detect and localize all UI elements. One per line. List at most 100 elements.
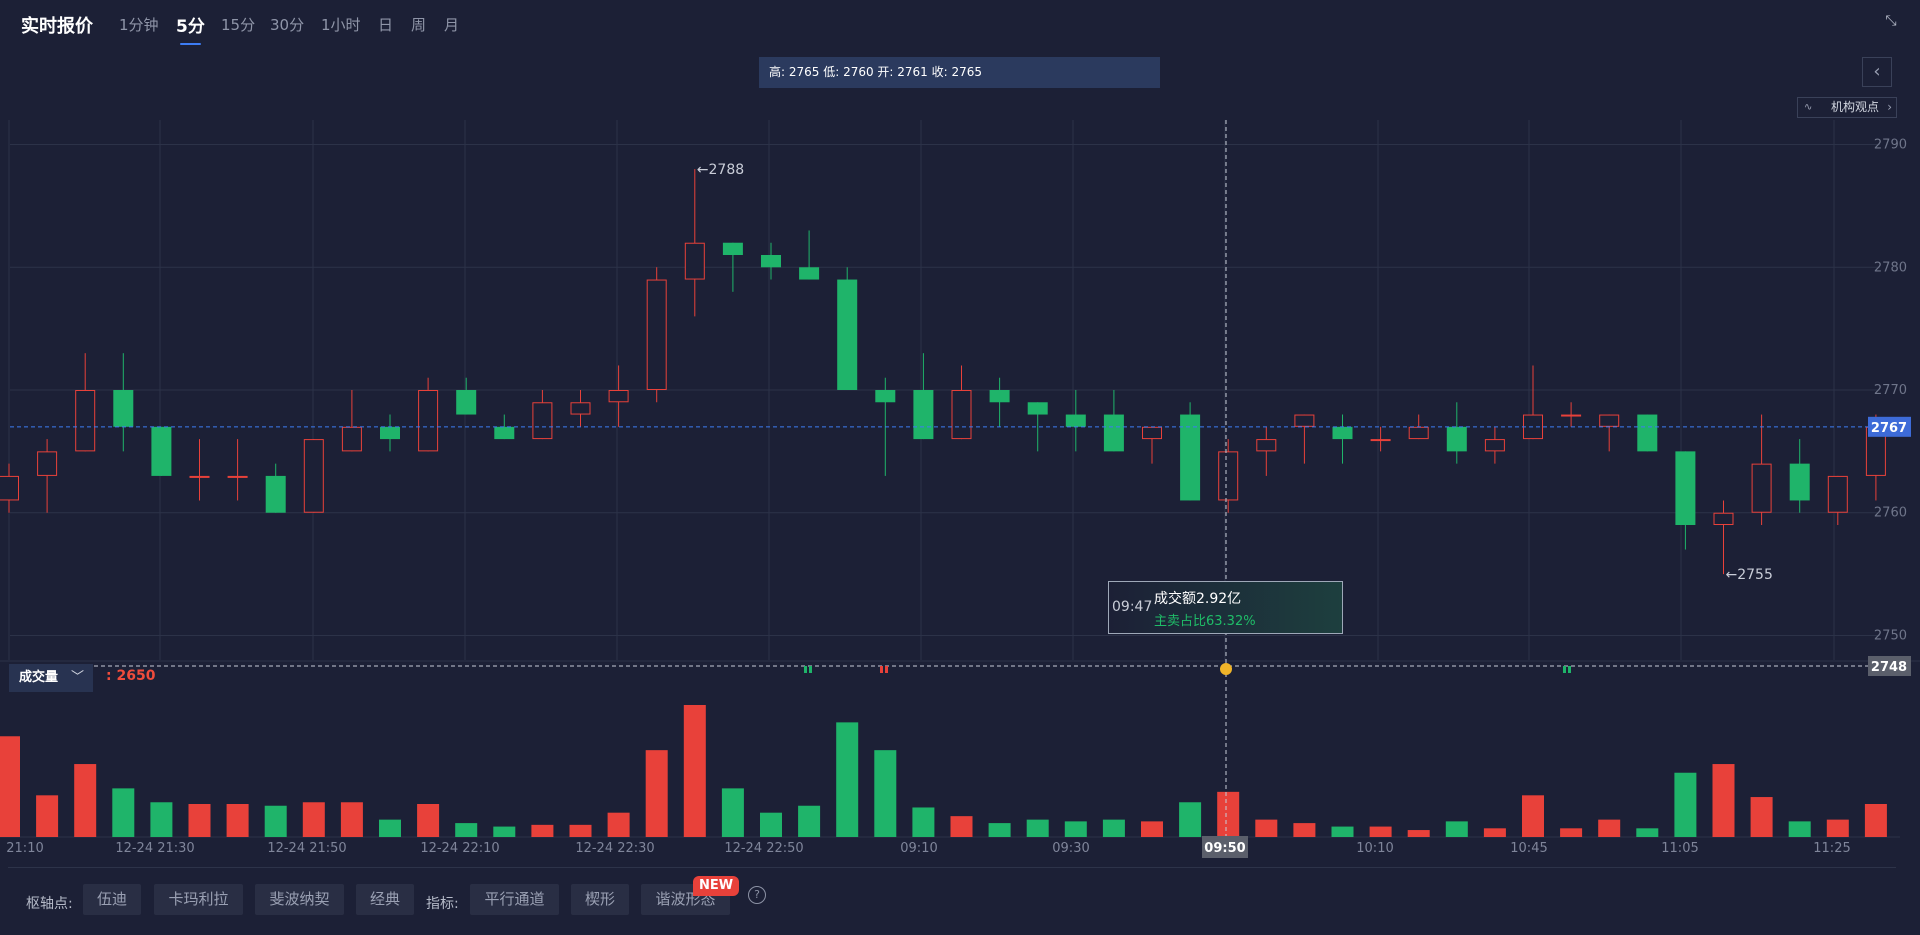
candle-body (1332, 426, 1353, 440)
tab-week[interactable]: 周 (411, 16, 427, 34)
candle-body (1294, 414, 1315, 427)
candle-body (1599, 414, 1620, 427)
x-tick-label: 09:30 (1052, 841, 1089, 856)
footer-toolbar: 枢轴点: 伍迪 卡玛利拉 斐波纳契 经典 指标: 平行通道 楔形 谐波形态 (0, 884, 1920, 918)
wedge-button[interactable]: 楔形 (571, 884, 629, 915)
volume-bar (112, 788, 135, 837)
volume-bar (302, 802, 325, 837)
pivot-woodie-button[interactable]: 伍迪 (83, 884, 141, 915)
chevron-down-icon: ﹀ (70, 670, 84, 685)
event-marker-icon (1563, 666, 1566, 673)
volume-bar (1522, 795, 1544, 837)
sidebar-toggle-button[interactable]: ‹ (1862, 57, 1892, 87)
candle-body (456, 390, 477, 415)
candle-body (1446, 426, 1467, 452)
parallel-channel-button[interactable]: 平行通道 (470, 884, 559, 915)
volume-bar (455, 823, 478, 837)
event-marker-icon (1568, 666, 1571, 673)
pivot-fibonacci-button[interactable]: 斐波纳契 (255, 884, 344, 915)
volume-bars (0, 705, 1887, 837)
top-bar: 实时报价 1分钟 5分 15分 30分 1小时 日 周 月 ⤡ (0, 0, 1920, 46)
candle-body (341, 426, 362, 452)
volume-bar (531, 824, 554, 837)
x-tick-label: 10:45 (1510, 841, 1547, 856)
candle-body (37, 451, 58, 476)
event-marker-icon (804, 666, 807, 673)
x-tick-label: 09:50 (1204, 841, 1245, 856)
volume-bar (988, 823, 1011, 837)
candle-body (1827, 475, 1848, 513)
tab-1hour[interactable]: 1小时 (321, 16, 361, 34)
candle-body (799, 267, 820, 280)
low-annotation: ←2755 (1726, 567, 1773, 583)
pivot-camarilla-button[interactable]: 卡玛利拉 (154, 884, 243, 915)
event-marker-icon (1220, 663, 1232, 675)
tooltip-time: 09:47 (1112, 599, 1153, 615)
volume-bar (74, 764, 97, 837)
y-tick-label: 2780 (1874, 260, 1907, 275)
footer-divider (8, 867, 1896, 868)
tooltip-sell-ratio: 主卖占比63.32% (1154, 614, 1256, 629)
new-badge: NEW (693, 876, 739, 896)
high-annotation: ←2788 (697, 162, 744, 178)
tooltip-amount: 成交额2.92亿 (1154, 591, 1242, 607)
volume-indicator-select[interactable]: 成交量 ﹀ (9, 664, 93, 692)
candle-body (608, 390, 629, 403)
volume-bar (1674, 772, 1697, 837)
pivot-classic-button[interactable]: 经典 (356, 884, 414, 915)
volume-bar (1331, 826, 1354, 837)
candle-body (113, 390, 134, 427)
volume-bar (950, 816, 973, 837)
tab-day[interactable]: 日 (378, 16, 394, 34)
volume-bar (1598, 819, 1621, 837)
candle-body (1751, 463, 1772, 513)
x-tick-label: 12-24 21:50 (267, 841, 346, 856)
volume-bar (0, 736, 20, 837)
volume-bar (569, 824, 592, 837)
candle-body (951, 390, 972, 440)
candle-body (1180, 414, 1201, 501)
crosshair-time-badge (1202, 836, 1248, 858)
collapse-icon[interactable]: ⤡ (1885, 13, 1897, 29)
candle-body (303, 439, 324, 513)
chevron-right-icon: › (1887, 100, 1892, 114)
chart-overlay: 2767 2748 ←2788 ←2755 (10, 120, 1911, 837)
candle-body (1484, 439, 1505, 452)
volume-bar (683, 705, 706, 837)
candle-body (1408, 426, 1429, 440)
help-icon[interactable]: ? (748, 886, 766, 904)
tab-15min[interactable]: 15分 (221, 16, 256, 34)
x-tick-label: 11:25 (1813, 841, 1850, 856)
volume-bar (150, 802, 173, 837)
volume-bar (1864, 804, 1887, 837)
volume-bar (1712, 764, 1735, 837)
volume-bar (1445, 821, 1468, 837)
volume-bar (1750, 797, 1773, 837)
tab-1min[interactable]: 1分钟 (119, 16, 159, 34)
event-marker-icon (880, 666, 883, 673)
volume-bar (798, 805, 821, 837)
tab-month[interactable]: 月 (444, 16, 460, 34)
candle-body (189, 475, 210, 478)
page-title: 实时报价 (21, 16, 93, 37)
institution-view-button[interactable]: ∿ 机构观点 › (1797, 97, 1897, 118)
tab-30min[interactable]: 30分 (270, 16, 305, 34)
candle-body (0, 475, 19, 501)
candle-body (265, 475, 286, 513)
y-tick-label: 2790 (1874, 138, 1907, 153)
candle-body (380, 426, 400, 440)
candle-body (418, 390, 439, 452)
candle-body (1142, 426, 1162, 440)
tab-5min[interactable]: 5分 (176, 12, 205, 45)
volume-bar (188, 804, 211, 837)
volume-bar (874, 750, 897, 837)
current-price-badge (1868, 416, 1911, 437)
x-tick-label: 21:10 (6, 841, 43, 856)
volume-bar (1255, 819, 1278, 837)
candle-body (1103, 414, 1124, 452)
volume-bar (607, 812, 630, 837)
candle-body (761, 255, 781, 268)
axis-labels: 2750 2760 2770 2780 2790 21:10 12-24 21:30 12-2… (6, 138, 1907, 858)
volume-bar (1788, 821, 1811, 837)
